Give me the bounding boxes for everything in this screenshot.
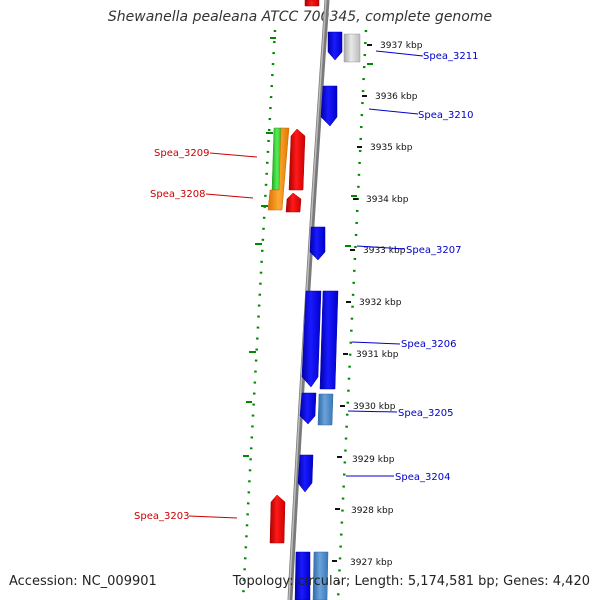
genes-label: Genes: bbox=[503, 574, 549, 589]
topology-value: circular bbox=[297, 574, 346, 589]
scale-tick-label: 3933 kbp bbox=[363, 246, 406, 256]
scale-tick-label: 3927 kbp bbox=[350, 558, 393, 568]
plus-strand-genes bbox=[294, 31, 361, 600]
minus-gene-labels: Spea_3209 Spea_3208 Spea_3203 bbox=[134, 148, 258, 522]
gene-label-plus[interactable]: Spea_3211 bbox=[423, 51, 478, 62]
scale-ticks: 3937 kbp 3936 kbp 3935 kbp 3934 kbp 3933… bbox=[332, 41, 423, 568]
gene-label-plus[interactable]: Spea_3204 bbox=[395, 472, 450, 483]
gene-arrow-minus[interactable] bbox=[285, 192, 302, 213]
label-leader-line bbox=[356, 245, 406, 250]
scale-tick-label: 3928 kbp bbox=[351, 506, 394, 516]
length-label: Length: bbox=[354, 574, 404, 589]
scale-tick-label: 3937 kbp bbox=[380, 41, 423, 51]
gene-arrow-plus[interactable] bbox=[299, 392, 317, 425]
scale-tick-label: 3932 kbp bbox=[359, 298, 402, 308]
label-leader-line bbox=[188, 515, 238, 519]
gene-label-plus[interactable]: Spea_3207 bbox=[406, 245, 461, 256]
stats-separator: ; bbox=[494, 574, 500, 589]
gene-arrow-plus[interactable] bbox=[320, 85, 338, 127]
gene-label-minus[interactable]: Spea_3208 bbox=[150, 189, 205, 200]
gene-arrow-plus[interactable] bbox=[319, 290, 339, 390]
gc-skew-marks bbox=[243, 37, 373, 457]
genome-stats: Topology: circular; Length: 5,174,581 bp… bbox=[233, 574, 590, 589]
pseudogene-box[interactable] bbox=[343, 33, 361, 63]
genes-value: 4,420 bbox=[552, 574, 590, 589]
minus-strand-genes bbox=[267, 0, 320, 544]
plus-gene-labels: Spea_3211 Spea_3210 Spea_3207 Spea_3206 … bbox=[346, 50, 478, 483]
accession-info: Accession: NC_009901 bbox=[9, 574, 157, 589]
accession-value: NC_009901 bbox=[81, 574, 157, 589]
gene-label-plus[interactable]: Spea_3210 bbox=[418, 110, 473, 121]
accession-label: Accession: bbox=[9, 574, 78, 589]
gene-arrow-plus[interactable] bbox=[297, 454, 314, 493]
gene-arrow-minus[interactable] bbox=[269, 494, 286, 544]
scale-tick-label: 3931 kbp bbox=[356, 350, 399, 360]
label-leader-line bbox=[347, 410, 398, 413]
gene-arrow-plus[interactable] bbox=[309, 226, 326, 261]
scale-tick-label: 3935 kbp bbox=[370, 143, 413, 153]
label-leader-line bbox=[375, 50, 424, 57]
gene-label-minus[interactable]: Spea_3209 bbox=[154, 148, 209, 159]
length-value: 5,174,581 bp bbox=[407, 574, 495, 589]
gene-label-plus[interactable]: Spea_3206 bbox=[401, 339, 456, 350]
scale-tick-label: 3936 kbp bbox=[375, 92, 418, 102]
gene-arrow-plus[interactable] bbox=[294, 551, 311, 600]
gene-label-minus[interactable]: Spea_3203 bbox=[134, 511, 189, 522]
scale-tick-label: 3929 kbp bbox=[352, 455, 395, 465]
label-leader-line bbox=[209, 152, 258, 158]
map-title: Shewanella pealeana ATCC 700345, complet… bbox=[107, 9, 493, 25]
gc-content-track-outer bbox=[241, 29, 277, 600]
gene-label-plus[interactable]: Spea_3205 bbox=[398, 408, 453, 419]
topology-label: Topology: bbox=[232, 574, 294, 589]
gene-arrow-minus[interactable] bbox=[288, 128, 306, 191]
stats-separator: ; bbox=[345, 574, 351, 589]
label-leader-line bbox=[351, 341, 401, 345]
label-leader-line bbox=[205, 193, 254, 199]
scale-tick-label: 3934 kbp bbox=[366, 195, 409, 205]
misc-feature-orange[interactable] bbox=[267, 127, 290, 211]
rna-gene-box[interactable] bbox=[317, 393, 334, 426]
gene-arrow-minus[interactable] bbox=[304, 0, 320, 7]
gc-content-track-inner bbox=[336, 29, 368, 600]
gene-arrow-plus[interactable] bbox=[301, 290, 322, 388]
label-leader-line bbox=[368, 108, 419, 115]
scale-tick-label: 3930 kbp bbox=[353, 402, 396, 412]
rna-gene-box[interactable] bbox=[312, 551, 329, 600]
gene-arrow-plus[interactable] bbox=[327, 31, 343, 61]
